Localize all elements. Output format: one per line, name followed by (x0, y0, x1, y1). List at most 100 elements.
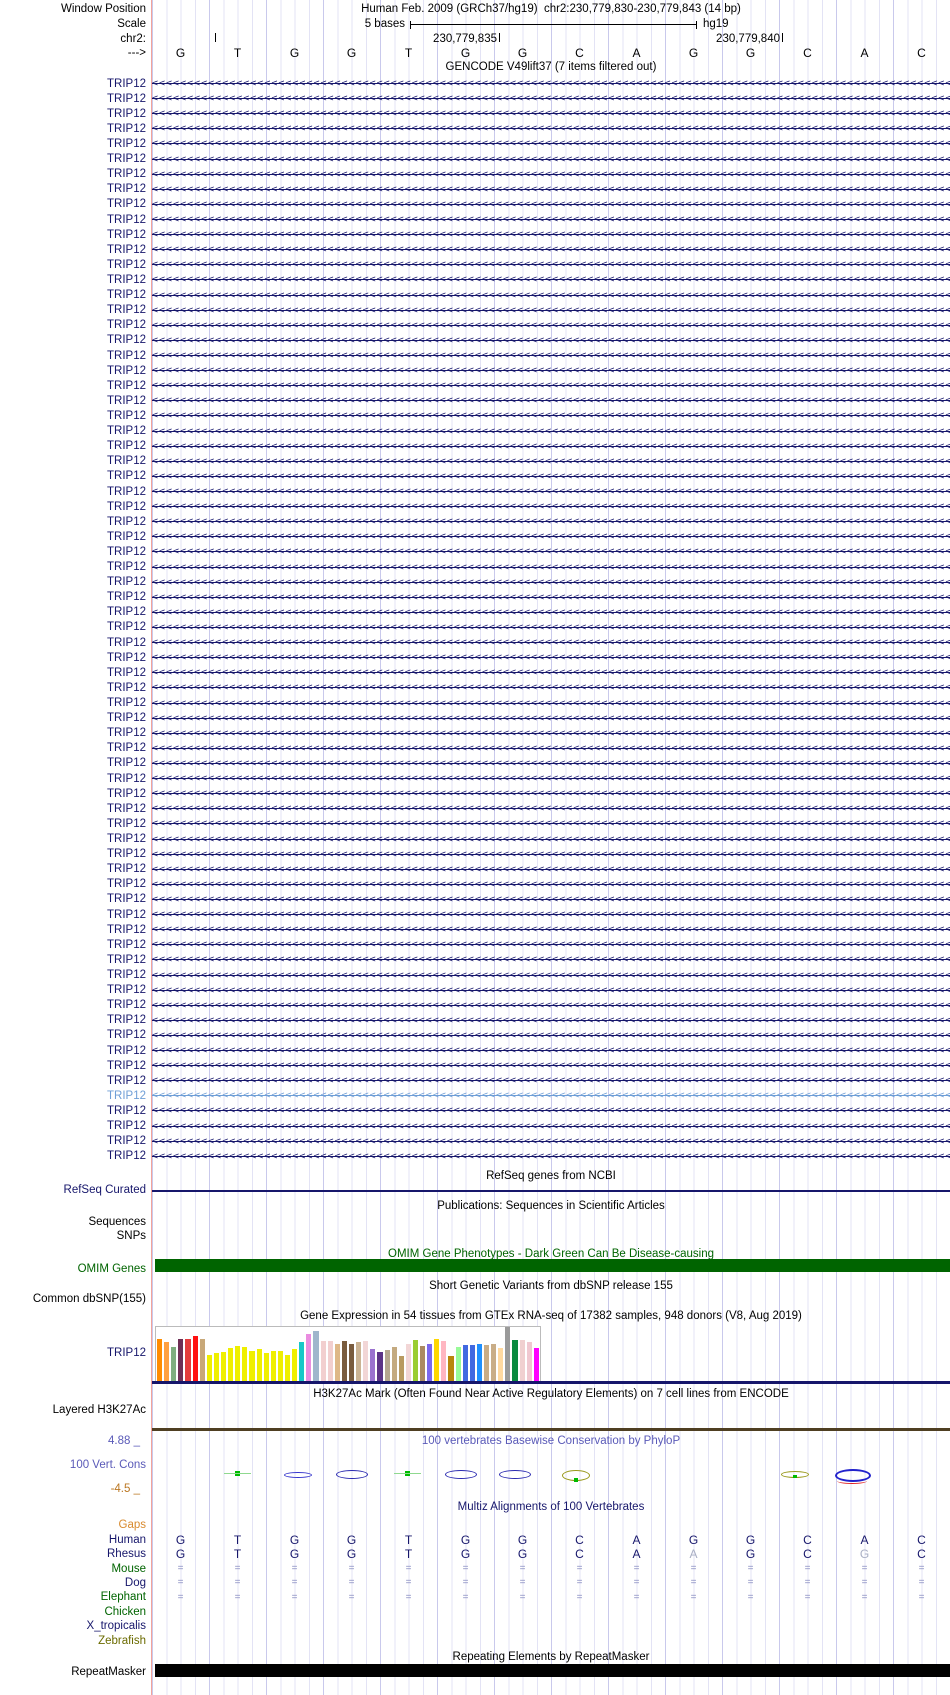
gene-label[interactable]: TRIP12 (107, 515, 146, 528)
transcript-direction-line[interactable]: <<<<<<<<<<<<<<<<<<<<<<<<<<<<<<<<<<<<<<<<… (152, 666, 950, 680)
gencode-transcript-row[interactable]: TRIP12 <<<<<<<<<<<<<<<<<<<<<<<<<<<<<<<<<<… (0, 227, 950, 242)
transcript-direction-line[interactable]: <<<<<<<<<<<<<<<<<<<<<<<<<<<<<<<<<<<<<<<<… (152, 137, 950, 151)
gtex-tissue-bar[interactable] (391, 1346, 397, 1382)
transcript-direction-line[interactable]: <<<<<<<<<<<<<<<<<<<<<<<<<<<<<<<<<<<<<<<<… (152, 756, 950, 770)
transcript-direction-line[interactable]: <<<<<<<<<<<<<<<<<<<<<<<<<<<<<<<<<<<<<<<<… (152, 485, 950, 498)
gencode-transcript-row[interactable]: TRIP12 <<<<<<<<<<<<<<<<<<<<<<<<<<<<<<<<<<… (0, 816, 950, 831)
transcript-direction-line[interactable]: <<<<<<<<<<<<<<<<<<<<<<<<<<<<<<<<<<<<<<<<… (152, 167, 950, 181)
publications-snps-label[interactable]: SNPs (116, 1230, 146, 1242)
gtex-tissue-bar[interactable] (491, 1343, 497, 1382)
layered-h3k27ac-label[interactable]: Layered H3K27Ac (52, 1404, 146, 1416)
gencode-transcript-row[interactable]: TRIP12 <<<<<<<<<<<<<<<<<<<<<<<<<<<<<<<<<<… (0, 983, 950, 998)
gene-label[interactable]: TRIP12 (107, 455, 146, 468)
species-label[interactable]: Gaps (118, 1519, 147, 1532)
gene-label[interactable]: TRIP12 (107, 1044, 146, 1057)
gene-label[interactable]: TRIP12 (107, 137, 146, 150)
gtex-tissue-bar[interactable] (334, 1343, 340, 1382)
gene-label[interactable]: TRIP12 (107, 228, 146, 241)
gtex-tissue-bar[interactable] (469, 1344, 475, 1382)
gencode-transcript-row[interactable]: TRIP12 <<<<<<<<<<<<<<<<<<<<<<<<<<<<<<<<<<… (0, 786, 950, 801)
gene-label[interactable]: TRIP12 (107, 984, 146, 997)
gencode-transcript-row[interactable]: TRIP12 <<<<<<<<<<<<<<<<<<<<<<<<<<<<<<<<<<… (0, 197, 950, 212)
transcript-direction-line[interactable]: <<<<<<<<<<<<<<<<<<<<<<<<<<<<<<<<<<<<<<<<… (152, 636, 950, 650)
gtex-tissue-bar[interactable] (356, 1342, 362, 1382)
gtex-tissue-bar[interactable] (213, 1353, 219, 1382)
omim-genes-label[interactable]: OMIM Genes (77, 1263, 146, 1275)
transcript-direction-line[interactable]: <<<<<<<<<<<<<<<<<<<<<<<<<<<<<<<<<<<<<<<<… (152, 349, 950, 363)
gene-label[interactable]: TRIP12 (107, 153, 146, 166)
transcript-direction-line[interactable]: <<<<<<<<<<<<<<<<<<<<<<<<<<<<<<<<<<<<<<<<… (152, 318, 950, 332)
gene-label[interactable]: TRIP12 (107, 77, 146, 90)
species-label[interactable]: Dog (124, 1576, 146, 1589)
gene-label[interactable]: TRIP12 (107, 681, 146, 694)
gtex-tissue-bar[interactable] (526, 1342, 532, 1382)
gencode-transcript-row[interactable]: TRIP12 <<<<<<<<<<<<<<<<<<<<<<<<<<<<<<<<<<… (0, 121, 950, 136)
transcript-direction-line[interactable]: <<<<<<<<<<<<<<<<<<<<<<<<<<<<<<<<<<<<<<<<… (152, 364, 950, 378)
gene-label[interactable]: TRIP12 (107, 470, 146, 483)
gene-label[interactable]: TRIP12 (107, 787, 146, 800)
gene-label[interactable]: TRIP12 (107, 273, 146, 286)
gtex-tissue-bar[interactable] (178, 1339, 184, 1382)
transcript-direction-line[interactable]: <<<<<<<<<<<<<<<<<<<<<<<<<<<<<<<<<<<<<<<<… (152, 938, 950, 952)
gtex-tissue-bar[interactable] (441, 1341, 447, 1382)
gene-label[interactable]: TRIP12 (107, 364, 146, 377)
h3k27ac-track-title[interactable]: H3K27Ac Mark (Often Found Near Active Re… (313, 1388, 789, 1400)
transcript-direction-line[interactable]: <<<<<<<<<<<<<<<<<<<<<<<<<<<<<<<<<<<<<<<<… (152, 107, 950, 121)
repeatmasker-element-bar[interactable] (155, 1664, 950, 1677)
transcript-direction-line[interactable]: <<<<<<<<<<<<<<<<<<<<<<<<<<<<<<<<<<<<<<<<… (152, 303, 950, 317)
transcript-direction-line[interactable]: <<<<<<<<<<<<<<<<<<<<<<<<<<<<<<<<<<<<<<<<… (152, 1044, 950, 1058)
gtex-tissue-bar[interactable] (398, 1355, 404, 1382)
gene-label[interactable]: TRIP12 (107, 908, 146, 921)
gencode-transcript-row[interactable]: TRIP12 <<<<<<<<<<<<<<<<<<<<<<<<<<<<<<<<<<… (0, 998, 950, 1013)
transcript-direction-line[interactable]: <<<<<<<<<<<<<<<<<<<<<<<<<<<<<<<<<<<<<<<<… (152, 651, 950, 665)
gtex-tissue-bar[interactable] (341, 1341, 347, 1382)
gtex-tissue-bar[interactable] (277, 1351, 283, 1382)
gene-label[interactable]: TRIP12 (107, 440, 146, 453)
gene-label[interactable]: TRIP12 (107, 1059, 146, 1072)
gencode-transcript-row[interactable]: TRIP12 <<<<<<<<<<<<<<<<<<<<<<<<<<<<<<<<<<… (0, 378, 950, 393)
gene-label[interactable]: TRIP12 (107, 530, 146, 543)
species-label[interactable]: Chicken (104, 1605, 146, 1618)
species-label[interactable]: Rhesus (107, 1548, 146, 1561)
gtex-tissue-bar[interactable] (171, 1346, 177, 1382)
gtex-tissue-bar[interactable] (192, 1335, 198, 1382)
publications-track-title[interactable]: Publications: Sequences in Scientific Ar… (437, 1200, 665, 1212)
gene-label[interactable]: TRIP12 (107, 757, 146, 770)
species-label[interactable]: X_tropicalis (86, 1620, 146, 1633)
multiz-species-row[interactable]: Human G T G G T G G C A G G C A C (0, 1532, 950, 1547)
transcript-direction-line[interactable]: <<<<<<<<<<<<<<<<<<<<<<<<<<<<<<<<<<<<<<<<… (152, 515, 950, 529)
omim-gene-bar[interactable] (155, 1259, 950, 1272)
gencode-transcript-row[interactable]: TRIP12 <<<<<<<<<<<<<<<<<<<<<<<<<<<<<<<<<<… (0, 620, 950, 635)
gene-label[interactable]: TRIP12 (107, 122, 146, 135)
gencode-transcript-row[interactable]: TRIP12 <<<<<<<<<<<<<<<<<<<<<<<<<<<<<<<<<<… (0, 1013, 950, 1028)
gencode-transcript-row[interactable]: TRIP12 <<<<<<<<<<<<<<<<<<<<<<<<<<<<<<<<<<… (0, 575, 950, 590)
gene-label[interactable]: TRIP12 (107, 606, 146, 619)
gencode-transcript-row[interactable]: TRIP12 <<<<<<<<<<<<<<<<<<<<<<<<<<<<<<<<<<… (0, 333, 950, 348)
gencode-transcript-row[interactable]: TRIP12 <<<<<<<<<<<<<<<<<<<<<<<<<<<<<<<<<<… (0, 741, 950, 756)
multiz-track-title[interactable]: Multiz Alignments of 100 Vertebrates (457, 1501, 645, 1513)
transcript-direction-line[interactable]: <<<<<<<<<<<<<<<<<<<<<<<<<<<<<<<<<<<<<<<<… (152, 953, 950, 967)
species-label[interactable]: Elephant (100, 1591, 146, 1604)
gene-label[interactable]: TRIP12 (107, 666, 146, 679)
gtex-tissue-bar[interactable] (306, 1333, 312, 1382)
gene-label[interactable]: TRIP12 (107, 1089, 146, 1102)
gene-label[interactable]: TRIP12 (107, 923, 146, 936)
gencode-transcript-row[interactable]: TRIP12 <<<<<<<<<<<<<<<<<<<<<<<<<<<<<<<<<<… (0, 1134, 950, 1149)
gene-label[interactable]: TRIP12 (107, 183, 146, 196)
refseq-curated-label[interactable]: RefSeq Curated (63, 1184, 146, 1196)
gtex-tissue-bar[interactable] (327, 1340, 333, 1382)
species-label[interactable]: Mouse (111, 1562, 146, 1575)
gencode-transcript-row[interactable]: TRIP12 <<<<<<<<<<<<<<<<<<<<<<<<<<<<<<<<<<… (0, 650, 950, 665)
gencode-transcript-row[interactable]: TRIP12 <<<<<<<<<<<<<<<<<<<<<<<<<<<<<<<<<<… (0, 680, 950, 695)
gencode-transcript-row[interactable]: TRIP12 <<<<<<<<<<<<<<<<<<<<<<<<<<<<<<<<<<… (0, 1043, 950, 1058)
transcript-direction-line[interactable]: <<<<<<<<<<<<<<<<<<<<<<<<<<<<<<<<<<<<<<<<… (152, 1149, 950, 1163)
gene-label[interactable]: TRIP12 (107, 1120, 146, 1133)
repeatmasker-track-title[interactable]: Repeating Elements by RepeatMasker (452, 1651, 650, 1663)
transcript-direction-line[interactable]: <<<<<<<<<<<<<<<<<<<<<<<<<<<<<<<<<<<<<<<<… (152, 832, 950, 846)
gencode-transcript-row[interactable]: TRIP12 <<<<<<<<<<<<<<<<<<<<<<<<<<<<<<<<<<… (0, 136, 950, 151)
gtex-tissue-bar[interactable] (405, 1343, 411, 1382)
gene-label[interactable]: TRIP12 (107, 349, 146, 362)
transcript-direction-line[interactable]: <<<<<<<<<<<<<<<<<<<<<<<<<<<<<<<<<<<<<<<<… (152, 862, 950, 876)
gene-label[interactable]: TRIP12 (107, 243, 146, 256)
gencode-transcript-row[interactable]: TRIP12 <<<<<<<<<<<<<<<<<<<<<<<<<<<<<<<<<<… (0, 106, 950, 121)
